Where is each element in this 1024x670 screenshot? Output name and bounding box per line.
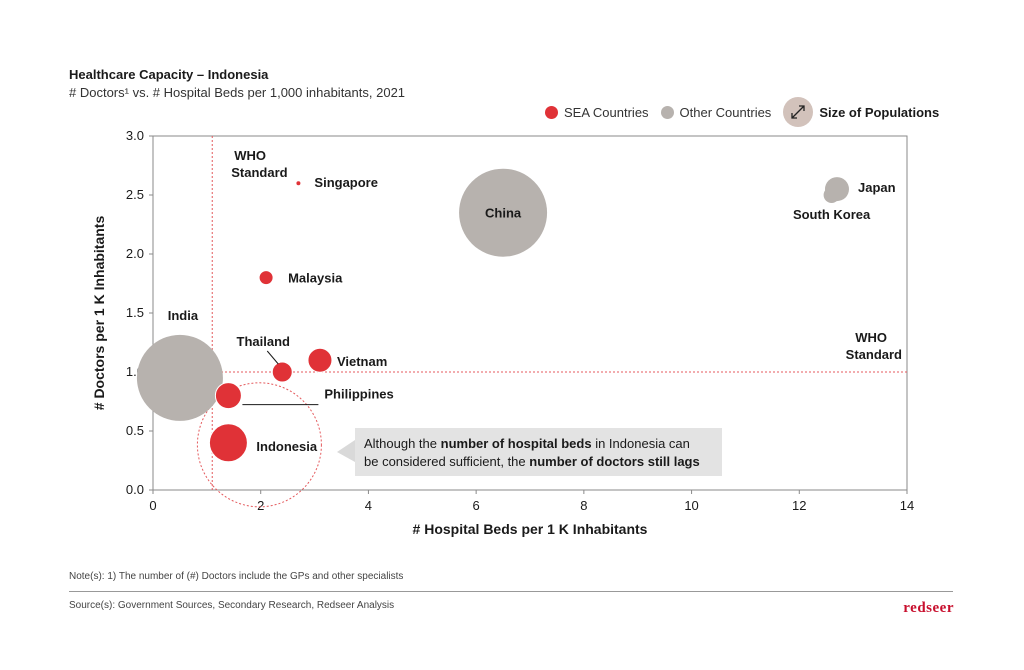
source-note: Source(s): Government Sources, Secondary… <box>69 600 395 611</box>
legend-other-label: Other Countries <box>679 104 772 120</box>
x-tick-label: 12 <box>792 498 806 513</box>
who-horizontal-label: Standard <box>846 347 902 362</box>
point-label-philippines: Philippines <box>324 387 393 402</box>
footnote: Note(s): 1) The number of (#) Doctors in… <box>69 571 404 582</box>
legend-sea-marker <box>545 105 558 119</box>
y-tick-label: 2.0 <box>126 246 144 261</box>
legend-other-marker <box>660 105 674 119</box>
bubble-thailand <box>271 361 293 383</box>
annotation-text-span: Although the <box>364 436 441 451</box>
legend-size-label: Size of Populations <box>819 104 940 120</box>
x-tick-label: 2 <box>257 498 264 513</box>
legend-item-size: Size of Populations <box>783 97 939 127</box>
bubble-india <box>136 334 223 421</box>
legend-item-sea: SEA Countries <box>545 105 649 120</box>
bubble-china <box>459 168 548 257</box>
annotation-text: be considered sufficient, the number of … <box>364 454 700 469</box>
x-tick-label: 10 <box>684 498 698 513</box>
chart-subtitle: # Doctors¹ vs. # Hospital Beds per 1,000… <box>69 85 406 100</box>
point-label-malaysia: Malaysia <box>288 271 343 286</box>
point-label-singapore: Singapore <box>314 175 378 190</box>
point-label-vietnam: Vietnam <box>337 354 387 369</box>
who-vertical-label: Standard <box>231 165 287 180</box>
annotation-text-span: in Indonesia can <box>592 436 690 451</box>
annotation-callout <box>355 428 722 476</box>
point-label-india: India <box>168 308 199 323</box>
resize-arrow-icon <box>783 97 814 127</box>
annotation-text: Although the number of hospital beds in … <box>364 436 690 451</box>
bubble-philippines <box>214 382 242 410</box>
x-tick-label: 0 <box>149 498 156 513</box>
annotation-text-span: number of doctors still lags <box>529 454 699 469</box>
who-horizontal-label: WHO <box>855 330 887 345</box>
x-tick-label: 4 <box>365 498 372 513</box>
footer-divider <box>69 591 953 592</box>
bubble-singapore <box>295 180 302 187</box>
point-label-japan: Japan <box>858 180 896 195</box>
thailand-leader-line <box>266 350 279 365</box>
annotation-text-span: be considered sufficient, the <box>364 454 529 469</box>
annotation-text-span: number of hospital beds <box>441 436 592 451</box>
y-tick-label: 3.0 <box>126 128 144 143</box>
x-tick-label: 14 <box>900 498 914 513</box>
bubble-vietnam <box>307 347 333 373</box>
callout-pointer <box>337 440 355 462</box>
scatter-plot: 0 2 4 6 8 10 12 140.00.51.01.52.02.53.0# Hospit… <box>91 128 914 537</box>
y-tick-label: 0.0 <box>126 482 144 497</box>
legend-sea-label: SEA Countries <box>564 104 649 120</box>
x-axis-title: # Hospital Beds per 1 K Inhabitants <box>413 521 648 537</box>
bubble-indonesia <box>208 423 248 463</box>
point-label-indonesia: Indonesia <box>256 439 317 454</box>
legend-item-other: Other Countries <box>660 104 772 120</box>
legend: SEA Countries Other Countries Size of Po… <box>545 97 951 127</box>
point-label-thailand: Thailand <box>237 334 291 349</box>
x-tick-label: 8 <box>580 498 587 513</box>
y-tick-label: 2.5 <box>126 187 144 202</box>
x-tick-label: 6 <box>473 498 480 513</box>
y-tick-label: 0.5 <box>126 423 144 438</box>
who-vertical-label: WHO <box>234 148 266 163</box>
point-label-china: China <box>485 206 522 221</box>
chart-title: Healthcare Capacity – Indonesia <box>69 67 269 82</box>
y-axis-title: # Doctors per 1 K Inhabitants <box>91 216 107 411</box>
bubble-malaysia <box>258 270 274 286</box>
brand-logo: redseer <box>903 600 954 616</box>
bubble-south-korea <box>823 187 840 203</box>
indonesia-highlight-circle <box>196 382 322 508</box>
point-label-south-korea: South Korea <box>793 207 871 222</box>
y-tick-label: 1.5 <box>126 305 144 320</box>
